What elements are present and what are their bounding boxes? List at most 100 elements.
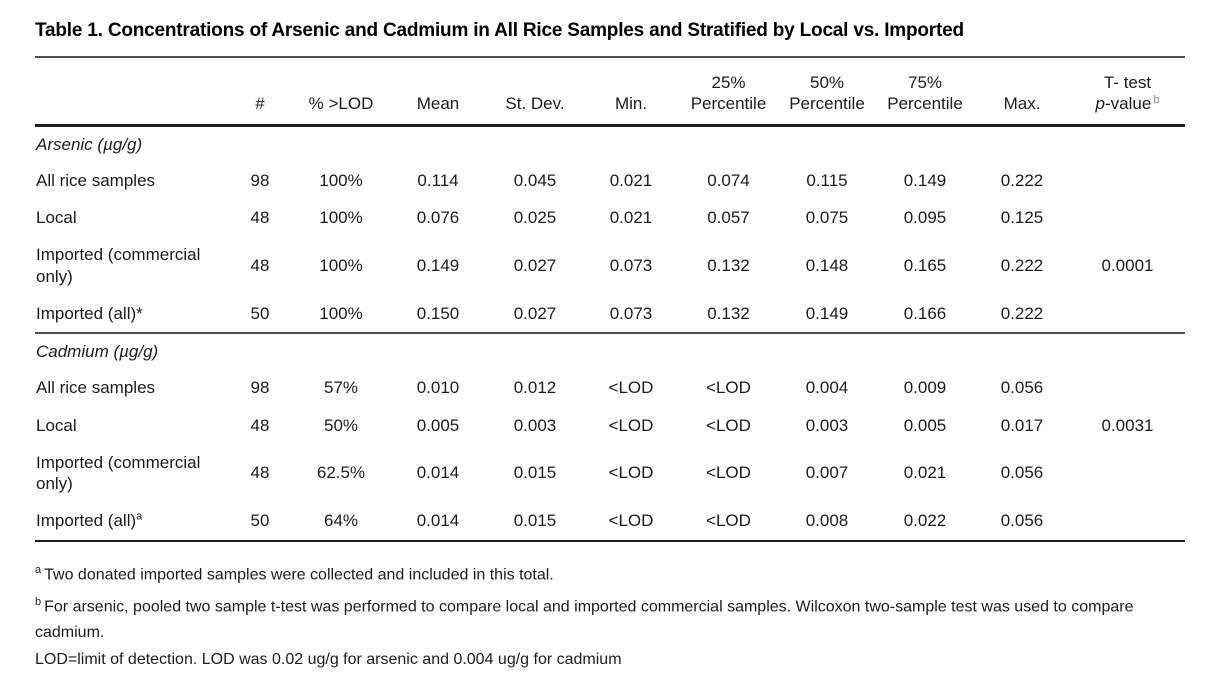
stats-table: # % >LOD Mean St. Dev. Min. 25% Percentil…	[35, 56, 1185, 542]
cell: <LOD	[706, 463, 751, 483]
table-row: Local 48 50% 0.005 0.003 <LOD <LOD 0.003…	[35, 407, 1185, 444]
cell: 0.149	[903, 170, 947, 190]
cell: 0.007	[805, 463, 849, 483]
table-row: Imported (all)* 50 100% 0.150 0.027 0.07…	[35, 295, 1185, 333]
cell: 0.015	[487, 502, 583, 542]
column-header-count: #	[227, 57, 293, 127]
cell: 0.150	[416, 303, 460, 323]
cell: 0.057	[707, 208, 750, 227]
column-header-blank	[35, 57, 227, 127]
row-label: All rice samples	[36, 378, 156, 398]
cell: 0.056	[1000, 463, 1044, 483]
cell: 0.027	[513, 303, 557, 323]
cell: 48	[250, 463, 270, 483]
cell: 0.005	[903, 415, 947, 435]
cell: 0.095	[903, 208, 947, 227]
cell: 0.222	[1000, 170, 1044, 190]
cell: 0.073	[609, 303, 653, 323]
row-label: Local	[36, 208, 77, 227]
cell	[1070, 162, 1185, 199]
cell: 62.5%	[316, 463, 366, 483]
cell: <LOD	[679, 502, 778, 542]
cell: 0.003	[513, 415, 557, 435]
cell: 100%	[319, 303, 363, 323]
cell: 98	[250, 170, 270, 190]
table-row: Local 48 100% 0.076 0.025 0.021 0.057 0.…	[35, 199, 1185, 236]
cell: 48	[250, 415, 270, 435]
cell: 48	[250, 255, 270, 275]
cell: 0.165	[903, 255, 947, 275]
cell: 0.025	[513, 208, 557, 227]
cell: 0.166	[903, 303, 947, 323]
cell: <LOD	[608, 415, 654, 435]
cell: <LOD	[608, 463, 654, 483]
column-header-p25: 25% Percentile	[679, 57, 778, 127]
cell: 0.014	[389, 502, 487, 542]
cell: 0.076	[416, 208, 460, 227]
cell: 0.114	[417, 170, 459, 190]
column-header-min: Min.	[583, 57, 679, 127]
cell: 0.132	[707, 303, 750, 323]
table-row: Imported (commercial only) 48 62.5% 0.01…	[35, 444, 1185, 503]
cell	[1070, 502, 1185, 542]
cell: 0.004	[805, 378, 849, 398]
cell: 0.021	[609, 208, 653, 227]
cell: 0.015	[513, 463, 557, 483]
cell: 0.074	[707, 170, 750, 190]
cell: 0.132	[707, 255, 750, 275]
cell: 0.056	[974, 502, 1070, 542]
row-label: Imported (all)a	[35, 502, 227, 542]
column-header-max: Max.	[974, 57, 1070, 127]
cell: 0.008	[778, 502, 876, 542]
cell: 0.022	[876, 502, 974, 542]
cell: 0.045	[513, 170, 557, 190]
cell	[1070, 369, 1185, 406]
cell: 0.075	[805, 208, 849, 227]
cell: 100%	[319, 255, 363, 275]
cell: 64%	[293, 502, 389, 542]
cell: 98	[250, 378, 270, 398]
column-header-mean: Mean	[389, 57, 487, 127]
cell: <LOD	[608, 378, 654, 398]
column-header-p75: 75% Percentile	[876, 57, 974, 127]
cell: 0.115	[806, 170, 848, 190]
table-title: Table 1. Concentrations of Arsenic and C…	[35, 20, 964, 41]
section-header-cadmium: Cadmium (µg/g)	[35, 331, 1185, 370]
table-row: All rice samples 98 100% 0.114 0.045 0.0…	[35, 162, 1185, 199]
cell	[1070, 199, 1185, 236]
column-header-lod: % >LOD	[293, 57, 389, 127]
section-title: Arsenic (µg/g)	[36, 134, 143, 154]
cell	[1070, 295, 1185, 333]
column-header-stdev: St. Dev.	[487, 57, 583, 127]
cell: 0.005	[416, 415, 460, 435]
cell: 0.012	[513, 378, 557, 398]
footnote-marker: b	[35, 595, 42, 608]
cell: 0.125	[1000, 208, 1044, 227]
cell: 0.0001	[1101, 255, 1154, 275]
cell: <LOD	[706, 378, 751, 398]
table-row: Imported (all)a 50 64% 0.014 0.015 <LOD …	[35, 502, 1185, 542]
cell: 0.222	[1000, 303, 1044, 323]
row-label: Imported (commercial only)	[36, 245, 201, 286]
section-header-arsenic: Arsenic (µg/g)	[35, 125, 1185, 162]
cell: 100%	[319, 170, 363, 190]
column-header-p50: 50% Percentile	[778, 57, 876, 127]
row-label: Imported (commercial only)	[36, 452, 201, 493]
cell: 100%	[319, 208, 363, 227]
footnote-lod: LOD=limit of detection. LOD was 0.02 ug/…	[35, 651, 622, 669]
cell: 0.017	[1000, 415, 1044, 435]
cell: 48	[250, 208, 270, 227]
cell: <LOD	[706, 415, 751, 435]
ttest-footnote-marker: b	[1153, 93, 1160, 106]
cell	[1070, 444, 1185, 503]
table-row: All rice samples 98 57% 0.010 0.012 <LOD…	[35, 369, 1185, 406]
cell: 0.010	[416, 378, 460, 398]
cell: 0.027	[513, 255, 557, 275]
cell: 50	[250, 303, 270, 323]
footnote-marker: a	[35, 563, 42, 576]
cell: 0.014	[416, 463, 460, 483]
cell: 57%	[323, 378, 359, 398]
cell: 0.222	[1000, 255, 1044, 275]
cell: 0.021	[609, 170, 653, 190]
cell: 50	[227, 502, 293, 542]
